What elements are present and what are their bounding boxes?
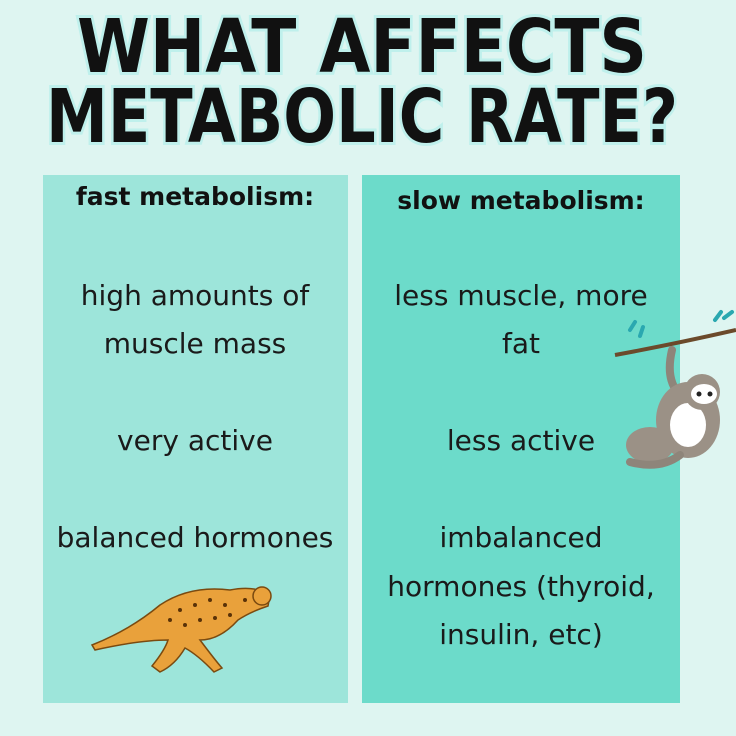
item-line: very active bbox=[117, 424, 273, 457]
item-line: less muscle, more bbox=[394, 279, 647, 312]
cheetah bbox=[90, 586, 272, 673]
column-heading: fast metabolism: bbox=[76, 182, 314, 211]
item-line: insulin, etc) bbox=[439, 618, 603, 651]
column-heading: slow metabolism: bbox=[397, 186, 644, 215]
item-line: high amounts of bbox=[81, 279, 311, 312]
slow-panel bbox=[362, 175, 680, 703]
item-line: balanced hormones bbox=[57, 521, 334, 554]
item-line: imbalanced bbox=[439, 521, 602, 554]
sloth bbox=[614, 310, 736, 469]
item-line: fat bbox=[502, 327, 540, 360]
item-line: muscle mass bbox=[104, 327, 287, 360]
item-line: hormones (thyroid, bbox=[387, 570, 654, 603]
item-line: less active bbox=[447, 424, 595, 457]
title-line: WHAT AFFECTS bbox=[77, 4, 647, 90]
title-line: METABOLIC RATE? bbox=[46, 74, 678, 160]
